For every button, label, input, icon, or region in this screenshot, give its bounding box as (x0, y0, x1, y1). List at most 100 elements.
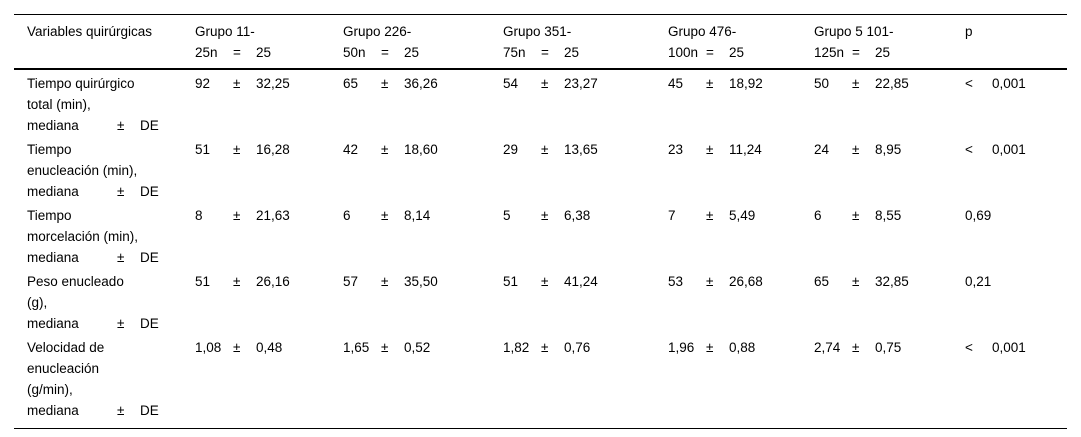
label-line: Peso enucleado (27, 274, 124, 289)
median-suffix-line: mediana ± DE (27, 181, 195, 202)
std-dev-value: 13,65 (564, 142, 598, 157)
plus-minus-sign: ± (233, 142, 241, 157)
std-dev-value: 0,75 (875, 340, 902, 355)
median-word: mediana (27, 184, 79, 199)
table-row-total-surgical-time: Tiempo quirúrgico total (min), mediana ± D… (14, 69, 1067, 136)
group-range-end: 100n (668, 45, 699, 60)
data-cell: 53 ±26,68 (668, 268, 814, 334)
p-value-cell: <0,001 (965, 334, 1067, 429)
p-value-cell: 0,21 (965, 268, 1067, 334)
std-dev-value: 32,85 (875, 274, 909, 289)
median-value: 1,08 (195, 340, 222, 355)
plus-minus-sign: ± (117, 403, 125, 418)
table-row-enucleated-weight: Peso enucleado (g), mediana ± DE 51 ±26,16 … (14, 268, 1067, 334)
plus-minus-sign: ± (381, 76, 389, 91)
header-cell-variables: Variables quirúrgicas (14, 14, 195, 70)
std-dev-value: 8,95 (875, 142, 902, 157)
median-suffix-line: mediana ± DE (27, 247, 195, 268)
plus-minus-sign: ± (706, 76, 714, 91)
equals-sign: = (852, 45, 860, 60)
header-cell-group-3: Grupo 351- 75n = 25 (503, 14, 668, 70)
median-value: 7 (668, 208, 676, 223)
median-suffix-line: mediana ± DE (27, 115, 195, 136)
std-dev-value: 8,14 (404, 208, 431, 223)
median-value: 1,96 (668, 340, 695, 355)
plus-minus-sign: ± (852, 340, 860, 355)
group-range-end: 50n (343, 45, 366, 60)
data-cell: 1,96 ±0,88 (668, 334, 814, 429)
std-dev-value: 18,92 (729, 76, 763, 91)
std-dev-value: 22,85 (875, 76, 909, 91)
header-row: Variables quirúrgicas Grupo 11- 25n = 25 G… (14, 14, 1067, 70)
sd-word: DE (140, 250, 159, 265)
n-value: 25 (729, 45, 745, 60)
group-title: Grupo 476- (668, 24, 737, 39)
median-suffix-line: mediana ± DE (27, 313, 195, 334)
std-dev-value: 8,55 (875, 208, 902, 223)
data-cell: 51 ±26,16 (195, 268, 343, 334)
p-value: 0,69 (965, 208, 992, 223)
plus-minus-sign: ± (852, 142, 860, 157)
median-value: 1,65 (343, 340, 370, 355)
data-cell: 65 ±36,26 (343, 69, 503, 136)
data-cell: 7 ±5,49 (668, 202, 814, 268)
std-dev-value: 6,38 (564, 208, 591, 223)
median-value: 29 (503, 142, 519, 157)
plus-minus-sign: ± (233, 208, 241, 223)
group-sample-size: 25n = 25 (195, 42, 343, 63)
group-sample-size: 125n = 25 (814, 42, 965, 63)
n-value: 25 (256, 45, 272, 60)
std-dev-value: 18,60 (404, 142, 438, 157)
plus-minus-sign: ± (117, 250, 125, 265)
data-cell: 42 ±18,60 (343, 136, 503, 202)
median-value: 51 (195, 142, 211, 157)
std-dev-value: 11,24 (729, 142, 762, 157)
median-word: mediana (27, 118, 79, 133)
median-word: mediana (27, 316, 79, 331)
table-row-enucleation-speed: Velocidad de enucleación (g/min), median… (14, 334, 1067, 429)
variables-header-label: Variables quirúrgicas (27, 24, 153, 39)
std-dev-value: 0,52 (404, 340, 431, 355)
plus-minus-sign: ± (541, 142, 549, 157)
n-value: 25 (404, 45, 420, 60)
data-cell: 51 ±41,24 (503, 268, 668, 334)
group-range-end: 25n (195, 45, 218, 60)
group-title: Grupo 5 101- (814, 24, 894, 39)
plus-minus-sign: ± (706, 142, 714, 157)
sd-word: DE (140, 118, 159, 133)
n-value: 25 (564, 45, 580, 60)
row-label-cell: Tiempo morcelación (min), mediana ± DE (14, 202, 195, 268)
less-than-sign: < (965, 76, 973, 91)
plus-minus-sign: ± (706, 340, 714, 355)
p-header-label: p (965, 24, 973, 39)
group-sample-size: 50n = 25 (343, 42, 503, 63)
median-value: 92 (195, 76, 211, 91)
median-value: 50 (814, 76, 830, 91)
label-line: Velocidad de (27, 340, 105, 355)
p-value-cell: 0,69 (965, 202, 1067, 268)
median-value: 54 (503, 76, 519, 91)
plus-minus-sign: ± (541, 274, 549, 289)
less-than-sign: < (965, 142, 973, 157)
data-cell: 5 ±6,38 (503, 202, 668, 268)
group-title: Grupo 11- (195, 24, 255, 39)
data-cell: 51 ±16,28 (195, 136, 343, 202)
label-line: enucleación (min), (27, 163, 138, 178)
median-value: 53 (668, 274, 684, 289)
group-title: Grupo 351- (503, 24, 572, 39)
data-cell: 92 ±32,25 (195, 69, 343, 136)
data-cell: 23 ±11,24 (668, 136, 814, 202)
header-cell-group-2: Grupo 226- 50n = 25 (343, 14, 503, 70)
data-cell: 65 ±32,85 (814, 268, 965, 334)
data-cell: 2,74 ±0,75 (814, 334, 965, 429)
data-cell: 24 ±8,95 (814, 136, 965, 202)
data-cell: 1,65 ±0,52 (343, 334, 503, 429)
label-line: (g/min), (27, 382, 73, 397)
data-cell: 54 ±23,27 (503, 69, 668, 136)
surgical-variables-table: Variables quirúrgicas Grupo 11- 25n = 25 G… (14, 14, 1067, 429)
row-label-cell: Tiempo enucleación (min), mediana ± DE (14, 136, 195, 202)
plus-minus-sign: ± (381, 340, 389, 355)
p-value: 0,001 (992, 340, 1026, 355)
median-suffix-line: mediana ± DE (27, 400, 195, 421)
